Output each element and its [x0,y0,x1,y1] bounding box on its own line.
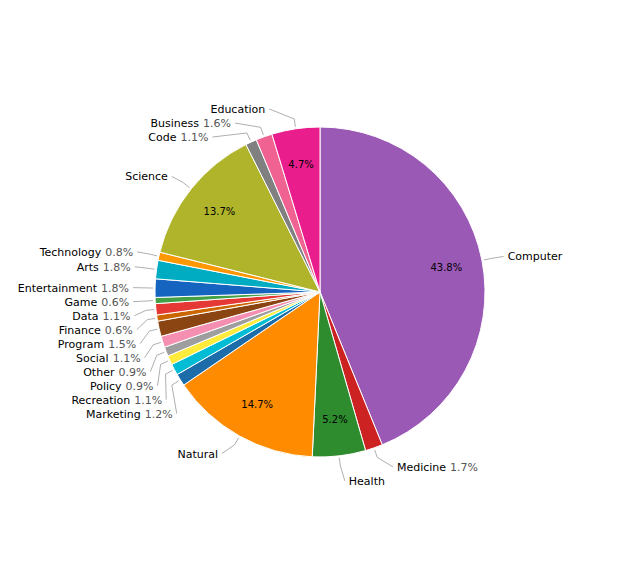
category-name: Entertainment [18,281,98,294]
data-label: 1.1% [180,131,208,144]
slices [155,127,485,457]
category-label: Computer [508,250,563,263]
data-label: 1.1% [103,309,131,322]
category-name: Technology [39,245,102,258]
category-name: Code [148,131,176,144]
data-label: 1.8% [103,260,131,273]
category-label: Technology0.8% [39,245,134,258]
leader-line [137,318,155,329]
data-label: 1.7% [450,460,478,473]
category-name: Education [210,103,265,116]
leader-line [269,109,295,127]
data-label: 13.7% [204,206,236,217]
category-label: Entertainment1.8% [18,281,129,294]
leader-line [137,252,157,256]
category-name: Business [151,117,200,130]
category-name: Recreation [71,393,130,406]
data-label: 1.1% [113,351,141,364]
category-label: Medicine 1.7% [397,460,478,473]
leader-line [158,361,168,386]
category-label: Code 1.1% [148,131,208,144]
data-label: 0.8% [105,245,133,258]
pie-chart: 43.8% 5.2% 14.7% 13.7% 4.7% Computer Medicine 1… [0,0,640,575]
leader-line [145,342,161,357]
leader-line [133,300,153,302]
category-label: Science [125,170,168,183]
category-label: Health [349,474,385,487]
category-label: Arts 1.8% [77,260,131,273]
category-label: Natural [177,447,218,460]
category-name: Policy [90,379,122,392]
category-name: Finance [59,323,101,336]
leaders [133,109,504,481]
leader-line [166,370,173,399]
data-label: 1.6% [203,117,231,130]
leader-line [172,176,190,187]
category-name: Health [349,474,385,487]
data-label: 43.8% [430,262,462,273]
data-label: 0.6% [101,295,129,308]
category-label: Finance 0.6% [59,323,133,336]
data-label: 0.9% [118,365,146,378]
leader-line [134,310,153,316]
slice [272,127,320,292]
category-label: Data 1.1% [72,309,130,322]
data-label: 4.7% [288,159,313,170]
data-label: 0.6% [105,323,133,336]
category-label: Game0.6% [65,295,130,308]
category-name: Science [125,170,168,183]
leader-line [339,458,344,481]
leader-line [222,438,239,454]
data-label: 1.1% [134,393,162,406]
category-name: Data [72,309,98,322]
category-name: Social [76,351,109,364]
category-name: Medicine [397,460,446,473]
labels: 43.8% 5.2% 14.7% 13.7% 4.7% Computer Medicine 1… [18,103,563,488]
leader-line [375,450,393,467]
category-label: Recreation 1.1% [71,393,162,406]
category-label: Policy 0.9% [90,379,154,392]
category-name: Game [65,295,98,308]
category-name: Marketing [86,407,141,420]
leader-line [172,381,179,414]
category-label: Marketing 1.2% [86,407,173,420]
category-label: Program 1.5% [58,337,136,350]
data-label: 14.7% [241,399,273,410]
category-name: Program [58,337,104,350]
leader-line [135,267,155,269]
slice [312,292,365,457]
data-label: 1.2% [145,407,173,420]
data-label: 1.5% [108,337,136,350]
data-label: 1.8% [101,281,129,294]
category-label: Other0.9% [83,365,146,378]
category-label: Business1.6% [151,117,231,130]
leader-line [133,287,153,288]
leader-line [235,123,263,135]
category-name: Computer [508,250,563,263]
data-label: 0.9% [126,379,154,392]
leader-line [212,133,250,140]
data-label: 5.2% [322,414,347,425]
category-label: Social 1.1% [76,351,141,364]
category-name: Natural [177,447,218,460]
leader-line [484,256,504,259]
category-label: Education [210,103,265,116]
leader-line [150,352,164,371]
leader-line [140,329,157,343]
category-name: Other [83,365,115,378]
category-name: Arts [77,260,99,273]
